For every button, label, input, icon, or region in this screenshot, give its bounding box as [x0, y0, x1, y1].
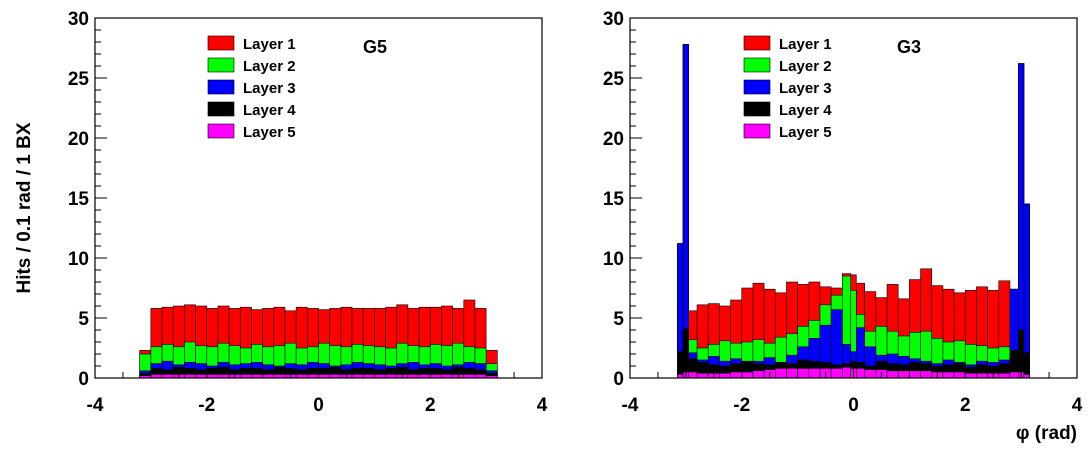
- x-tick-label: 2: [960, 395, 971, 416]
- panel-2: 0 5 10 15 20 25 30 -4 -2 0 2 4 Layer 1 Layer 2 Layer 3…: [603, 9, 1083, 444]
- histogram-bar: [964, 372, 977, 379]
- y-axis-title: Hits / 0.1 rad / 1 BX: [14, 122, 35, 293]
- x-tick-label: 2: [425, 395, 436, 416]
- histogram-bar: [752, 370, 765, 379]
- histogram-bar: [730, 371, 743, 379]
- histogram-bar: [886, 370, 899, 379]
- panel-annotation: G3: [897, 37, 921, 57]
- x-tick-label: -4: [622, 395, 639, 416]
- x-tick-label: 0: [848, 395, 859, 416]
- legend-label: Layer 3: [243, 80, 296, 97]
- histogram-bar: [797, 368, 810, 379]
- legend-label: Layer 1: [779, 36, 832, 53]
- histogram-bar: [920, 370, 933, 379]
- x-tick-label: 4: [537, 395, 548, 416]
- legend-label: Layer 1: [243, 36, 296, 53]
- histogram-bar: [864, 369, 877, 379]
- histogram-bar: [682, 328, 689, 379]
- y-tick-label: 10: [603, 249, 624, 270]
- x-tick-label: -2: [733, 395, 750, 416]
- y-tick-label: 25: [603, 69, 625, 90]
- histogram-bar: [909, 370, 921, 379]
- x-tick-label: 4: [1072, 395, 1083, 416]
- legend-label: Layer 4: [243, 102, 296, 119]
- legend-swatch: [743, 79, 771, 95]
- legend-swatch: [743, 101, 771, 117]
- legend-swatch: [743, 123, 771, 139]
- histogram-bar: [1023, 203, 1030, 379]
- histogram-bar: [942, 371, 955, 379]
- y-tick-label: 5: [78, 309, 89, 330]
- histogram-bar: [897, 370, 910, 379]
- histogram-bar: [677, 351, 684, 379]
- legend-swatch: [207, 79, 235, 95]
- legend-swatch: [207, 35, 235, 51]
- histogram-bar: [998, 372, 1011, 379]
- histogram-bar: [688, 371, 698, 379]
- legend-swatch: [207, 57, 235, 73]
- panel-annotation: G5: [363, 37, 387, 57]
- x-tick-label: -2: [198, 395, 215, 416]
- histogram-bar: [855, 368, 865, 379]
- histogram-bar: [696, 372, 709, 379]
- legend-label: Layer 5: [243, 124, 296, 141]
- histogram-bar: [953, 371, 966, 379]
- histogram-bar: [741, 371, 754, 379]
- legend-label: Layer 3: [779, 80, 832, 97]
- y-tick-label: 5: [613, 309, 624, 330]
- y-tick-label: 30: [68, 9, 89, 30]
- histogram-bar: [976, 372, 988, 379]
- series-layer-2: [139, 341, 498, 379]
- y-tick-label: 15: [603, 189, 625, 210]
- x-tick-label: -4: [87, 395, 104, 416]
- histogram-bar: [719, 372, 731, 379]
- legend-swatch: [207, 101, 235, 117]
- histogram-bar: [808, 368, 821, 379]
- legend-label: Layer 4: [779, 102, 832, 119]
- y-tick-label: 10: [68, 249, 89, 270]
- y-tick-label: 20: [603, 129, 624, 150]
- y-tick-label: 0: [78, 369, 89, 390]
- legend-label: Layer 2: [779, 58, 832, 75]
- y-tick-label: 15: [68, 189, 90, 210]
- y-tick-label: 25: [68, 69, 90, 90]
- x-axis-title: φ (rad): [1016, 423, 1077, 444]
- legend-label: Layer 5: [779, 124, 832, 141]
- histogram-bar: [786, 368, 798, 379]
- legend-swatch: [743, 57, 771, 73]
- histogram-bar: [774, 368, 787, 379]
- legend-swatch: [743, 35, 771, 51]
- histogram-bar: [830, 368, 843, 379]
- x-tick-label: 0: [313, 395, 324, 416]
- y-tick-label: 30: [603, 9, 624, 30]
- histogram-bar: [842, 366, 852, 379]
- histogram-bar: [1018, 329, 1025, 379]
- legend-label: Layer 2: [243, 58, 296, 75]
- histogram-bar: [1009, 371, 1019, 379]
- histogram-bar: [682, 44, 689, 379]
- y-tick-label: 20: [68, 129, 89, 150]
- y-tick-label: 0: [613, 369, 624, 390]
- legend-swatch: [207, 123, 235, 139]
- panel-1: 0 5 10 15 20 25 30 -4 -2 0 2 4 Layer 1 Layer 2 Layer 3…: [14, 9, 548, 416]
